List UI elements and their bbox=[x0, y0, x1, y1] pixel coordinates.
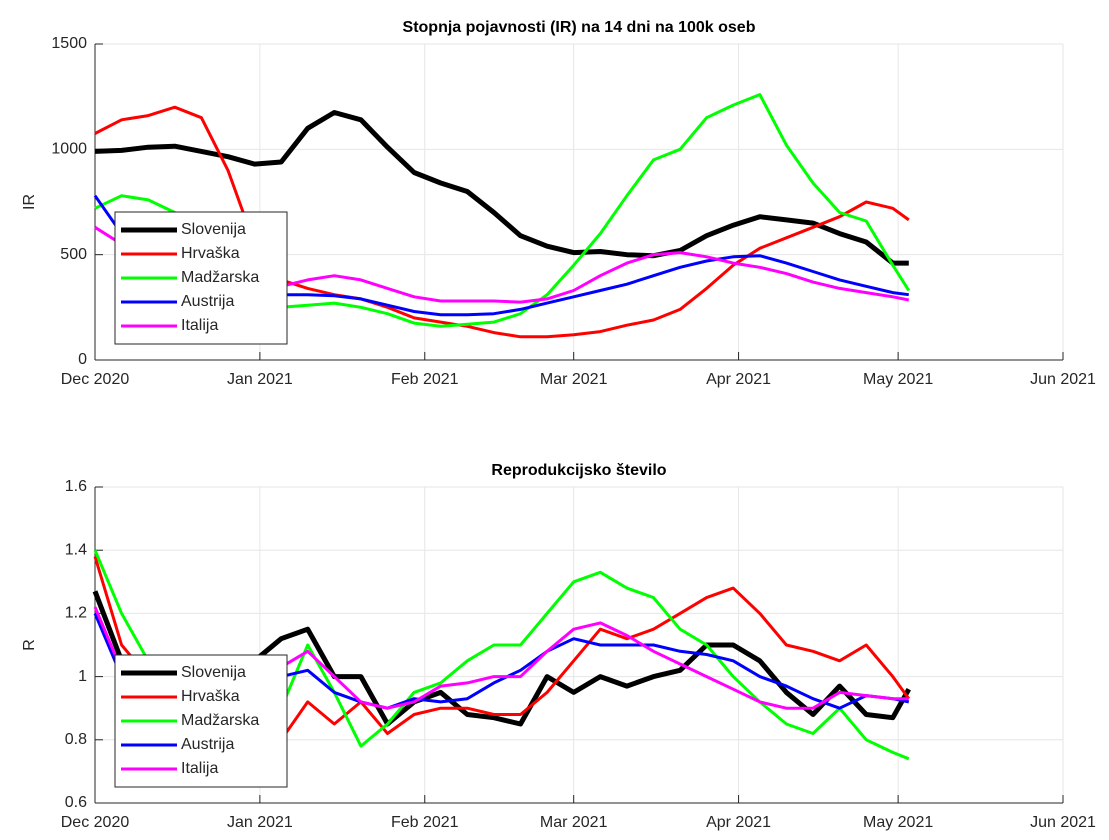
legend-label: Hrvaška bbox=[181, 688, 240, 705]
legend: Slovenija Hrvaška Madžarska Austrija Italija bbox=[114, 211, 288, 345]
series-line bbox=[94, 110, 909, 266]
legend-label: Madžarska bbox=[181, 269, 259, 286]
chart-title: Stopnja pojavnosti (IR) na 14 dni na 100… bbox=[403, 19, 756, 36]
legend: Slovenija Hrvaška Madžarska Austrija Italija bbox=[114, 654, 288, 788]
y-axis-label: R bbox=[21, 639, 38, 651]
x-tick-label: Dec 2020 bbox=[61, 814, 130, 831]
y-tick-label: 1.6 bbox=[65, 478, 87, 495]
legend-label: Slovenija bbox=[181, 221, 246, 238]
y-tick-label: 1 bbox=[78, 668, 87, 685]
y-tick-label: 1500 bbox=[51, 35, 87, 52]
x-tick-label: Jan 2021 bbox=[227, 814, 293, 831]
y-tick-label: 0.6 bbox=[65, 794, 87, 811]
y-axis-label: IR bbox=[21, 194, 38, 210]
x-tick-label: Jun 2021 bbox=[1030, 814, 1096, 831]
legend-label: Hrvaška bbox=[181, 245, 240, 262]
x-tick-label: May 2021 bbox=[863, 371, 933, 388]
x-tick-label: Jan 2021 bbox=[227, 371, 293, 388]
x-tick-label: Apr 2021 bbox=[706, 814, 771, 831]
legend-label: Madžarska bbox=[181, 712, 259, 729]
legend-label: Italija bbox=[181, 317, 218, 334]
y-tick-label: 1.2 bbox=[65, 605, 87, 622]
legend-label: Slovenija bbox=[181, 664, 246, 681]
x-tick-label: May 2021 bbox=[863, 814, 933, 831]
y-tick-label: 0.8 bbox=[65, 731, 87, 748]
y-tick-label: 500 bbox=[60, 246, 87, 263]
x-tick-label: Feb 2021 bbox=[391, 371, 459, 388]
series-line bbox=[94, 105, 910, 339]
chart-title: Reprodukcijsko število bbox=[491, 462, 666, 479]
y-tick-label: 1.4 bbox=[65, 541, 87, 558]
x-tick-label: Mar 2021 bbox=[540, 371, 608, 388]
legend-label: Austrija bbox=[181, 736, 234, 753]
legend-label: Italija bbox=[181, 760, 218, 777]
y-tick-label: 1000 bbox=[51, 141, 87, 158]
x-tick-label: Dec 2020 bbox=[61, 371, 130, 388]
x-tick-label: Feb 2021 bbox=[391, 814, 459, 831]
legend-label: Austrija bbox=[181, 293, 234, 310]
x-tick-label: Apr 2021 bbox=[706, 371, 771, 388]
y-tick-label: 0 bbox=[78, 351, 87, 368]
x-tick-label: Jun 2021 bbox=[1030, 371, 1096, 388]
x-tick-label: Mar 2021 bbox=[540, 814, 608, 831]
